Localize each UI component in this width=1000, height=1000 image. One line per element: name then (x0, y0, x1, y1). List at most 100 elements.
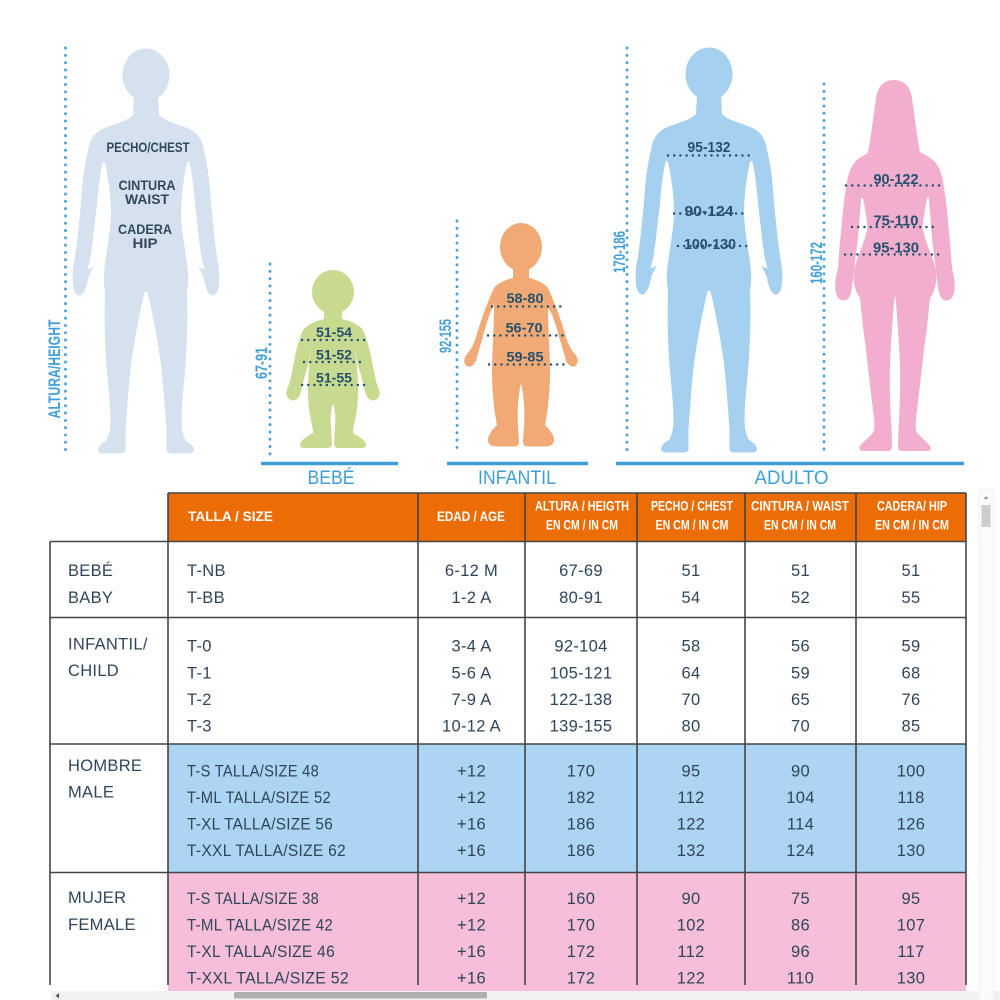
svg-text:BEBÉ: BEBÉ (308, 468, 355, 489)
svg-text:T-ML TALLA/SIZE 52: T-ML TALLA/SIZE 52 (187, 789, 331, 807)
svg-text:112: 112 (677, 789, 704, 807)
svg-text:92-155: 92-155 (437, 319, 455, 353)
svg-text:59: 59 (902, 638, 921, 656)
svg-text:160-172: 160-172 (808, 242, 826, 284)
svg-text:T-XXL TALLA/SIZE 52: T-XXL TALLA/SIZE 52 (187, 970, 349, 988)
svg-text:INFANTIL: INFANTIL (478, 468, 556, 489)
svg-text:6-12 M: 6-12 M (445, 562, 498, 580)
svg-text:EN CM / IN CM: EN CM / IN CM (875, 517, 949, 533)
svg-text:CHILD: CHILD (68, 662, 119, 680)
svg-text:90-122: 90-122 (874, 171, 919, 188)
svg-text:51-54: 51-54 (316, 324, 352, 340)
svg-text:132: 132 (677, 842, 705, 860)
svg-text:170: 170 (567, 763, 595, 781)
svg-text:67-91: 67-91 (253, 347, 271, 379)
svg-text:124: 124 (786, 842, 814, 860)
svg-text:PECHO/CHEST: PECHO/CHEST (107, 140, 191, 155)
svg-text:51: 51 (682, 562, 701, 580)
svg-text:+16: +16 (457, 816, 486, 834)
svg-text:90: 90 (791, 763, 810, 781)
svg-text:58-80: 58-80 (507, 290, 544, 306)
svg-text:EN CM / IN CM: EN CM / IN CM (546, 517, 618, 533)
svg-text:T-ML TALLA/SIZE 42: T-ML TALLA/SIZE 42 (187, 917, 333, 935)
svg-text:117: 117 (897, 943, 924, 961)
svg-text:65: 65 (791, 691, 810, 709)
svg-text:172: 172 (567, 970, 595, 988)
svg-text:51: 51 (791, 562, 810, 580)
svg-text:170: 170 (567, 917, 595, 935)
svg-text:100: 100 (897, 763, 925, 781)
svg-text:59-85: 59-85 (507, 349, 544, 365)
svg-text:68: 68 (902, 665, 921, 683)
svg-text:+12: +12 (457, 789, 486, 807)
svg-text:52: 52 (791, 589, 810, 607)
svg-text:T-XL TALLA/SIZE 56: T-XL TALLA/SIZE 56 (187, 816, 333, 834)
svg-text:BABY: BABY (68, 589, 113, 607)
svg-text:172: 172 (567, 943, 595, 961)
svg-text:122-138: 122-138 (550, 691, 613, 709)
svg-text:EN CM / IN CM: EN CM / IN CM (764, 517, 836, 533)
svg-text:ALTURA / HEIGTH: ALTURA / HEIGTH (535, 498, 629, 514)
svg-text:5-6 A: 5-6 A (451, 665, 491, 683)
svg-text:+12: +12 (457, 890, 486, 908)
svg-text:CADERA/ HIP: CADERA/ HIP (877, 498, 947, 514)
svg-text:+16: +16 (457, 842, 486, 860)
svg-text:122: 122 (677, 816, 705, 834)
svg-text:56-70: 56-70 (506, 320, 543, 336)
svg-text:HOMBRE: HOMBRE (68, 757, 142, 775)
svg-text:51-52: 51-52 (316, 347, 352, 363)
svg-text:T-1: T-1 (187, 665, 212, 683)
svg-text:126: 126 (897, 816, 925, 834)
svg-text:CADERA: CADERA (118, 222, 172, 237)
svg-text:70: 70 (682, 691, 701, 709)
svg-text:BEBÉ: BEBÉ (68, 561, 113, 580)
svg-text:96: 96 (791, 943, 810, 961)
svg-text:64: 64 (682, 665, 701, 683)
svg-text:95-132: 95-132 (688, 139, 731, 156)
svg-text:95: 95 (902, 890, 921, 908)
svg-text:112: 112 (677, 943, 704, 961)
svg-text:80: 80 (682, 718, 701, 736)
svg-text:CINTURA / WAIST: CINTURA / WAIST (751, 498, 849, 514)
svg-text:T-2: T-2 (187, 691, 212, 709)
svg-text:92-104: 92-104 (554, 638, 607, 656)
svg-text:95-130: 95-130 (873, 240, 919, 257)
svg-text:ALTURA/HEIGHT: ALTURA/HEIGHT (46, 320, 64, 419)
svg-text:INFANTIL/: INFANTIL/ (68, 636, 148, 654)
svg-text:T-0: T-0 (187, 638, 212, 656)
svg-text:90: 90 (682, 890, 701, 908)
svg-text:7-9 A: 7-9 A (451, 691, 491, 709)
svg-text:59: 59 (791, 665, 810, 683)
svg-text:58: 58 (682, 638, 701, 656)
svg-text:70: 70 (791, 718, 810, 736)
svg-text:PECHO / CHEST: PECHO / CHEST (651, 498, 733, 514)
svg-text:75: 75 (791, 890, 810, 908)
svg-text:182: 182 (567, 789, 595, 807)
svg-text:3-4 A: 3-4 A (451, 638, 491, 656)
svg-text:1-2 A: 1-2 A (451, 589, 491, 607)
svg-text:WAIST: WAIST (125, 192, 170, 207)
svg-text:55: 55 (902, 589, 921, 607)
svg-text:105-121: 105-121 (550, 665, 613, 683)
svg-text:122: 122 (677, 970, 705, 988)
svg-text:51: 51 (902, 562, 921, 580)
svg-text:56: 56 (791, 638, 810, 656)
svg-text:186: 186 (567, 842, 595, 860)
svg-text:186: 186 (567, 816, 595, 834)
svg-text:139-155: 139-155 (550, 718, 613, 736)
svg-text:MUJER: MUJER (68, 889, 126, 907)
svg-text:80-91: 80-91 (559, 589, 603, 607)
svg-text:85: 85 (902, 718, 921, 736)
svg-text:T-BB: T-BB (187, 589, 225, 607)
svg-text:90-124: 90-124 (685, 203, 735, 220)
svg-text:114: 114 (787, 816, 814, 834)
svg-text:104: 104 (786, 789, 814, 807)
svg-text:FEMALE: FEMALE (68, 916, 136, 934)
svg-text:CINTURA: CINTURA (119, 178, 176, 193)
svg-text:T-S TALLA/SIZE 48: T-S TALLA/SIZE 48 (187, 763, 319, 781)
svg-text:+16: +16 (457, 943, 486, 961)
svg-text:118: 118 (897, 789, 924, 807)
svg-text:T-NB: T-NB (187, 562, 226, 580)
svg-text:HIP: HIP (133, 236, 158, 251)
svg-text:51-55: 51-55 (316, 370, 352, 386)
